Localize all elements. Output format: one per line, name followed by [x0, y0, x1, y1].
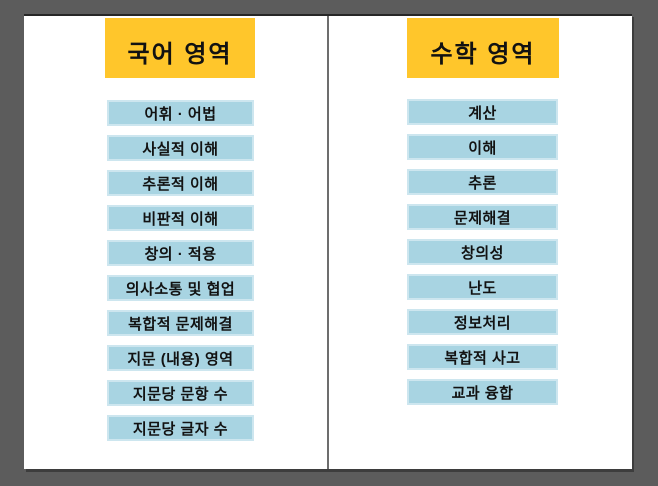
category-box: 추론적 이해 [107, 170, 254, 196]
category-box: 사실적 이해 [107, 135, 254, 161]
category-box: 복합적 사고 [407, 344, 558, 370]
category-box: 문제해결 [407, 204, 558, 230]
category-box: 교과 융합 [407, 379, 558, 405]
category-box: 의사소통 및 협업 [107, 275, 254, 301]
category-box: 어휘 · 어법 [107, 100, 254, 126]
page-divider [327, 16, 329, 469]
category-box: 지문 (내용) 영역 [107, 345, 254, 371]
category-box: 계산 [407, 99, 558, 125]
category-box: 이해 [407, 134, 558, 160]
category-box: 창의 · 적용 [107, 240, 254, 266]
category-box: 창의성 [407, 239, 558, 265]
category-box: 지문당 글자 수 [107, 415, 254, 441]
category-box: 정보처리 [407, 309, 558, 335]
panel-korean-title: 국어 영역 [105, 18, 255, 78]
panel-math-title: 수학 영역 [407, 18, 559, 78]
category-box: 추론 [407, 169, 558, 195]
category-box: 복합적 문제해결 [107, 310, 254, 336]
category-box: 비판적 이해 [107, 205, 254, 231]
category-box: 난도 [407, 274, 558, 300]
category-box: 지문당 문항 수 [107, 380, 254, 406]
